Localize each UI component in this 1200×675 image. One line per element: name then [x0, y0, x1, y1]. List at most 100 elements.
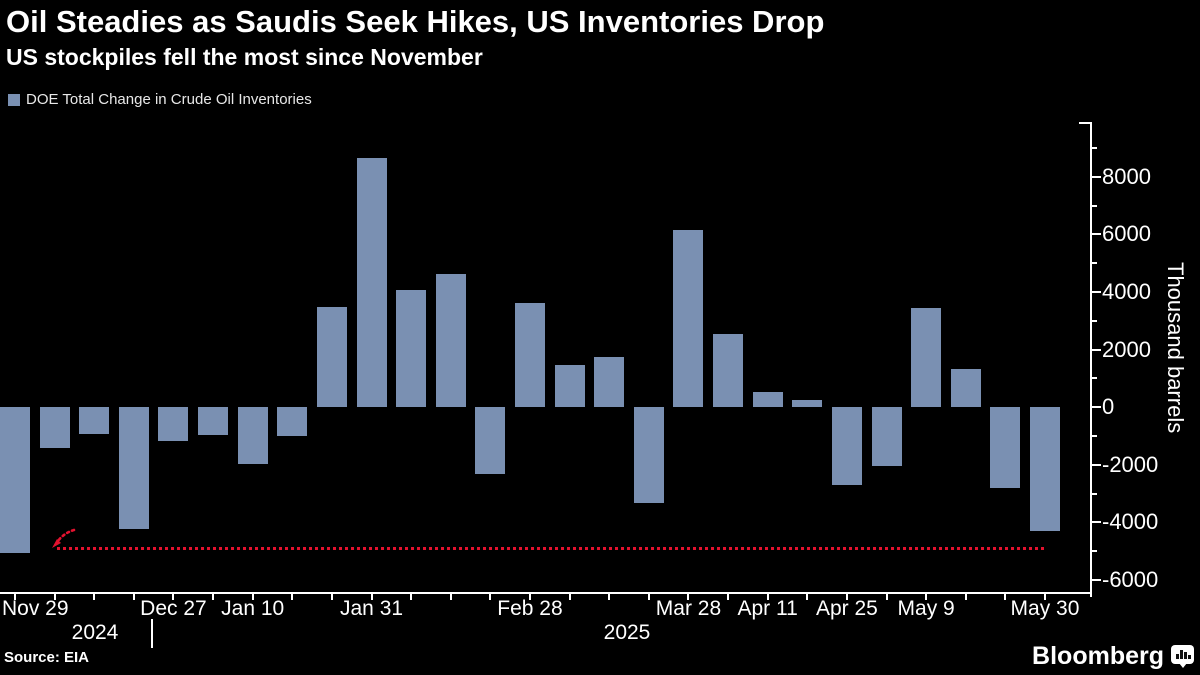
y-tick-label: -4000 — [1102, 509, 1159, 535]
reference-arrow-icon — [44, 527, 78, 558]
x-tick — [608, 594, 611, 600]
bar-mar-21 — [633, 407, 664, 504]
bar-mar-7 — [554, 365, 585, 408]
y-tick-label: 8000 — [1102, 163, 1151, 189]
source-label: Source: EIA — [4, 649, 90, 666]
x-date-label: Apr 25 — [815, 597, 878, 620]
y-axis-end-cap — [1079, 122, 1090, 124]
bar-jan-24 — [316, 307, 347, 408]
bar-jan-3 — [198, 407, 229, 435]
bar-nov-29 — [0, 407, 30, 554]
x-date-label: Dec 27 — [140, 597, 207, 620]
x-date-label: May 30 — [1010, 597, 1080, 620]
x-tick — [766, 594, 769, 600]
bar-apr-25 — [831, 407, 862, 485]
y-axis-title: Thousand barrels — [1163, 262, 1188, 434]
x-date-label: Feb 28 — [497, 597, 563, 620]
x-tick — [687, 594, 690, 600]
x-date-label: Apr 11 — [737, 597, 798, 620]
reference-line — [57, 547, 1047, 551]
bar-apr-11 — [752, 392, 783, 408]
bloomberg-logo: Bloomberg — [1032, 642, 1194, 671]
y-tick — [1092, 435, 1097, 437]
bar-may-23 — [990, 407, 1021, 488]
y-tick — [1092, 290, 1101, 293]
bar-may-2 — [871, 407, 902, 466]
bar-feb-14 — [435, 273, 466, 408]
x-date-label: Jan 10 — [221, 597, 285, 620]
year-label-right: 2025 — [603, 621, 651, 644]
bloomberg-wordmark: Bloomberg — [1032, 642, 1164, 670]
year-divider — [151, 619, 153, 648]
bar-mar-14 — [594, 356, 625, 408]
bar-dec-6 — [39, 407, 70, 449]
bar-apr-18 — [792, 400, 823, 408]
bar-jan-10 — [237, 407, 268, 464]
y-tick — [1092, 579, 1101, 582]
x-tick — [925, 594, 928, 600]
x-date-label: Mar 28 — [655, 597, 722, 620]
year-label-left: 2024 — [71, 621, 119, 644]
page-title: Oil Steadies as Saudis Seek Hikes, US In… — [6, 4, 825, 39]
y-tick — [1092, 348, 1101, 351]
y-tick — [1092, 377, 1097, 380]
bar-may-9 — [911, 307, 942, 408]
x-tick — [330, 594, 333, 600]
x-date-label: May 9 — [897, 597, 955, 620]
y-tick-label: 2000 — [1102, 336, 1151, 362]
bloomberg-terminal-icon — [1171, 645, 1194, 668]
bar-jan-17 — [277, 407, 308, 437]
x-tick — [172, 594, 175, 600]
page-subtitle: US stockpiles fell the most since Novemb… — [6, 44, 483, 70]
y-tick-label: 6000 — [1102, 221, 1151, 247]
bar-may-30 — [1029, 407, 1060, 532]
bar-mar-28 — [673, 229, 704, 408]
x-axis-line — [0, 592, 1092, 594]
x-tick — [885, 594, 888, 600]
y-tick — [1092, 550, 1097, 553]
x-tick — [410, 594, 413, 600]
bar-feb-28 — [514, 303, 545, 408]
x-tick — [1043, 594, 1046, 600]
legend-swatch-icon — [8, 93, 20, 106]
y-tick-label: 4000 — [1102, 278, 1151, 304]
legend: DOE Total Change in Crude Oil Inventorie… — [8, 91, 312, 108]
x-tick — [489, 594, 492, 600]
y-tick — [1092, 406, 1101, 409]
x-date-label: Nov 29 — [2, 597, 69, 620]
bar-may-16 — [950, 368, 981, 408]
y-tick-label: -6000 — [1102, 567, 1159, 593]
x-tick — [370, 594, 373, 600]
x-tick — [212, 594, 215, 600]
y-tick — [1092, 233, 1101, 236]
x-tick — [53, 594, 56, 600]
x-tick — [727, 594, 730, 600]
x-tick — [14, 594, 16, 600]
x-tick — [528, 594, 531, 600]
y-tick — [1092, 492, 1097, 495]
x-tick — [964, 594, 967, 600]
x-tick — [1004, 594, 1007, 600]
y-tick — [1092, 463, 1101, 466]
y-tick-label: -2000 — [1102, 451, 1159, 477]
bar-jan-31 — [356, 157, 387, 408]
bar-dec-13 — [79, 407, 110, 435]
x-tick — [251, 594, 254, 600]
y-tick — [1092, 204, 1097, 207]
x-tick — [568, 594, 571, 600]
x-tick — [93, 594, 96, 600]
bar-dec-20 — [118, 407, 149, 530]
x-tick — [291, 594, 294, 600]
bar-feb-21 — [475, 407, 506, 475]
bar-apr-4 — [713, 333, 744, 408]
y-axis-line — [1090, 122, 1092, 597]
x-tick — [806, 594, 809, 600]
legend-label: DOE Total Change in Crude Oil Inventorie… — [26, 91, 312, 108]
y-tick — [1092, 521, 1101, 524]
bar-dec-27 — [158, 407, 189, 442]
x-tick — [132, 594, 135, 600]
y-tick-label: 0 — [1102, 394, 1115, 420]
y-tick — [1092, 175, 1101, 178]
y-tick — [1092, 262, 1097, 265]
